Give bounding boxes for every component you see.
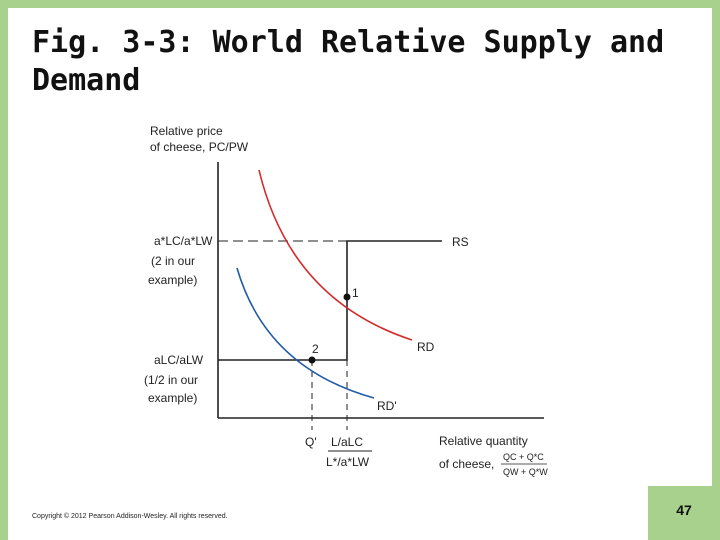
x-axis-fraction-denominator: QW + Q*W (503, 467, 548, 477)
upper-price-label-ratio: a*LC/a*LW (154, 234, 213, 248)
y-axis-label-line1: Relative price (150, 124, 223, 138)
top-border (0, 0, 720, 8)
rs-label: RS (452, 235, 469, 249)
x-axis-label-line2: of cheese, (439, 457, 494, 471)
rd-prime-curve (236, 267, 375, 399)
page-number-box: 47 (648, 486, 720, 540)
rd-curve (258, 169, 413, 341)
lower-price-label-line2: (1/2 in our (144, 373, 198, 387)
point-2-label: 2 (312, 342, 319, 356)
rd-label: RD (417, 340, 435, 354)
y-axis-label-line2: of cheese, PC/PW (150, 140, 249, 154)
lower-price-label-line3: example) (148, 391, 197, 405)
point-1-label: 1 (352, 286, 359, 300)
x-axis-label-line1: Relative quantity (439, 434, 528, 448)
upper-price-label-line3: example) (148, 273, 197, 287)
l-ratio-numerator: L/aLC (331, 435, 363, 449)
page-number: 47 (676, 502, 692, 518)
lower-price-label-ratio: aLC/aLW (154, 353, 204, 367)
upper-price-label-line2: (2 in our (151, 254, 195, 268)
equilibrium-point-2 (308, 356, 316, 364)
slide-title: Fig. 3-3: World Relative Supply and Dema… (32, 25, 665, 98)
right-border (712, 0, 720, 540)
rd-prime-label: RD' (377, 399, 397, 413)
l-ratio-denominator: L*/a*LW (326, 455, 370, 469)
q-prime-label: Q' (305, 435, 317, 449)
equilibrium-point-1 (343, 293, 351, 301)
x-axis-fraction-numerator: QC + Q*C (503, 452, 544, 462)
rs-curve (218, 240, 442, 361)
left-border (0, 0, 8, 540)
copyright-notice: Copyright © 2012 Pearson Addison-Wesley.… (32, 513, 228, 520)
